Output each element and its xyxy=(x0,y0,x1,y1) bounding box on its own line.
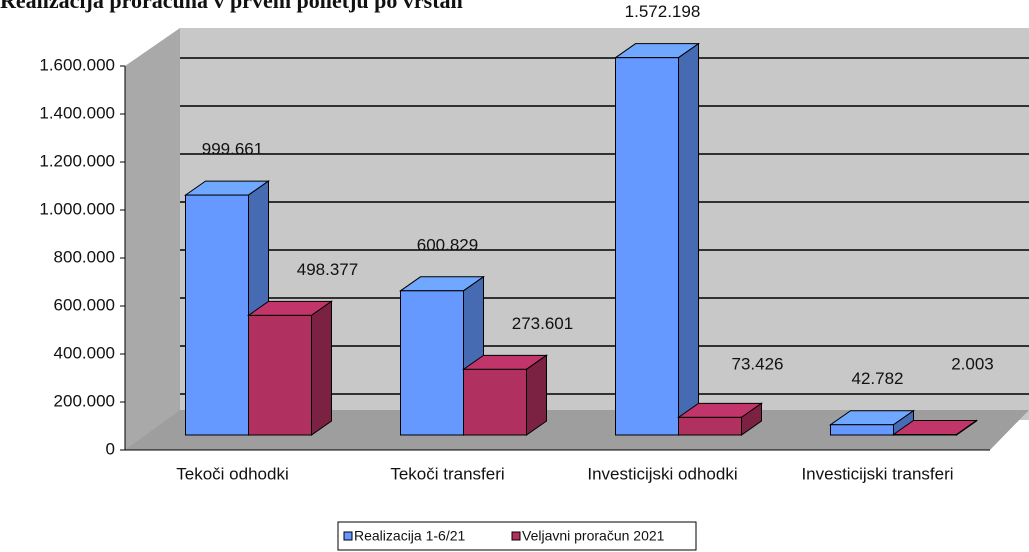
legend-swatch xyxy=(511,531,521,541)
bar-front xyxy=(678,416,742,436)
legend: Realizacija 1-6/21 Veljavni proračun 2021 xyxy=(337,521,697,551)
data-label: 273.601 xyxy=(512,314,573,333)
legend-label: Veljavni proračun 2021 xyxy=(522,528,665,544)
y-tick-label: 600.000 xyxy=(54,295,115,314)
data-label: 2.003 xyxy=(951,354,994,373)
back-wall xyxy=(180,28,1029,420)
bar xyxy=(461,354,549,436)
bar-front xyxy=(185,194,249,436)
x-tick-label: Investicijski transferi xyxy=(801,464,953,483)
side-wall xyxy=(125,28,180,450)
y-tick-label: 1.200.000 xyxy=(39,151,115,170)
bar-front xyxy=(463,368,527,436)
y-tick-label: 0 xyxy=(106,439,115,458)
bar-front xyxy=(615,57,679,436)
bar xyxy=(246,300,334,436)
bar-side xyxy=(311,300,332,436)
bar-front xyxy=(400,290,464,436)
x-tick-label: Tekoči odhodki xyxy=(176,464,288,483)
y-tick-label: 1.000.000 xyxy=(39,199,115,218)
data-label: 600.829 xyxy=(417,235,478,254)
data-label: 498.377 xyxy=(297,260,358,279)
bar xyxy=(613,42,701,436)
x-tick-label: Tekoči transferi xyxy=(390,464,504,483)
floor xyxy=(125,410,1029,450)
y-tick-label: 200.000 xyxy=(54,391,115,410)
bar-front xyxy=(830,424,894,436)
bar xyxy=(828,409,916,436)
data-label: 1.572.198 xyxy=(625,2,701,21)
chart-title: Realizacija proračuna v prvem polletju p… xyxy=(0,0,463,13)
bar xyxy=(398,275,486,436)
y-tick-label: 1.400.000 xyxy=(39,103,115,122)
bar-front xyxy=(248,314,312,436)
legend-swatch xyxy=(343,531,353,541)
data-label: 999.661 xyxy=(202,140,263,159)
bar xyxy=(891,419,979,436)
data-label: 73.426 xyxy=(732,354,784,373)
bar-side xyxy=(526,354,547,436)
bar xyxy=(676,402,764,436)
legend-label: Realizacija 1-6/21 xyxy=(354,528,465,544)
data-label: 42.782 xyxy=(852,369,904,388)
x-tick-label: Investicijski odhodki xyxy=(587,464,737,483)
bar-side xyxy=(678,42,699,436)
y-tick-label: 400.000 xyxy=(54,343,115,362)
y-tick-label: 1.600.000 xyxy=(39,55,115,74)
y-tick-label: 800.000 xyxy=(54,247,115,266)
